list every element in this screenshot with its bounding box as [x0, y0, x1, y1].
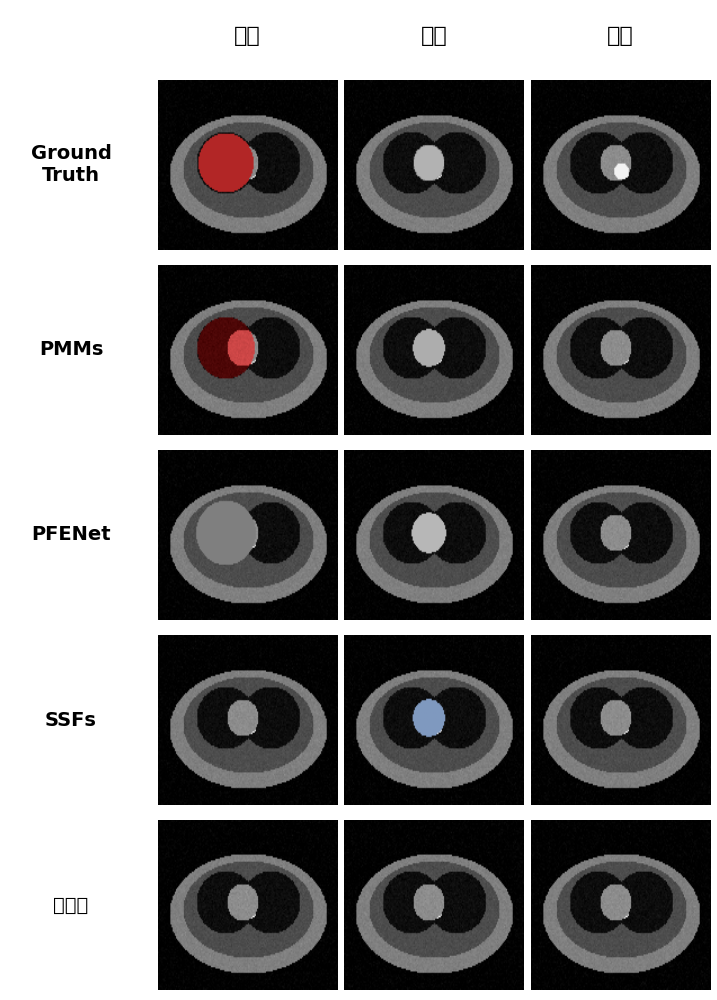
Text: Ground
Truth: Ground Truth: [31, 144, 111, 185]
Text: 脊髓: 脊髓: [607, 26, 634, 46]
Text: 左肺: 左肺: [234, 26, 261, 46]
Text: PFENet: PFENet: [31, 526, 111, 544]
Text: 心脏: 心脏: [420, 26, 447, 46]
Text: SSFs: SSFs: [45, 710, 97, 729]
Text: 本发明: 本发明: [53, 896, 89, 914]
Text: PMMs: PMMs: [39, 340, 103, 359]
